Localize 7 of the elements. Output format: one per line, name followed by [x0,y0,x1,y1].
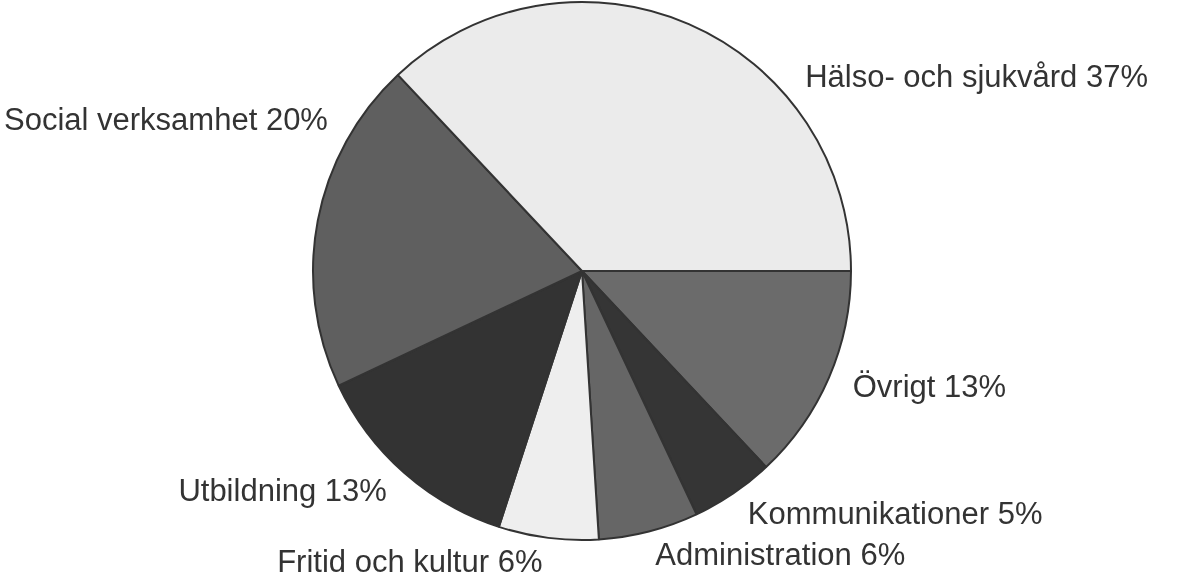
slice-label: Övrigt 13% [852,368,1007,404]
slice-label: Kommunikationer 5% [747,495,1043,531]
slice-label: Utbildning 13% [178,472,387,508]
slice-label: Administration 6% [655,537,906,573]
slice-label: Fritid och kultur 6% [277,543,543,579]
slice-label: Social verksamhet 20% [4,101,328,137]
slice-label: Hälso- och sjukvård 37% [805,58,1149,94]
